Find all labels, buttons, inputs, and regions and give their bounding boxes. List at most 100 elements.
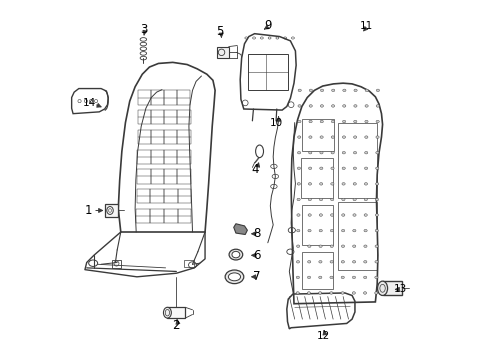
Ellipse shape	[308, 120, 311, 123]
Ellipse shape	[364, 152, 367, 154]
Text: 12: 12	[316, 331, 329, 341]
Ellipse shape	[297, 120, 301, 123]
Ellipse shape	[352, 183, 356, 185]
Ellipse shape	[330, 167, 333, 170]
Ellipse shape	[296, 245, 299, 247]
Ellipse shape	[374, 229, 378, 232]
Ellipse shape	[318, 276, 321, 279]
Ellipse shape	[375, 120, 379, 123]
Text: 11: 11	[359, 21, 372, 31]
Text: 2: 2	[172, 319, 180, 332]
Ellipse shape	[298, 89, 301, 91]
Ellipse shape	[319, 214, 322, 216]
Text: 8: 8	[253, 227, 260, 240]
Polygon shape	[167, 307, 185, 318]
Ellipse shape	[352, 261, 355, 263]
Ellipse shape	[319, 229, 322, 232]
Ellipse shape	[341, 276, 344, 279]
Ellipse shape	[308, 136, 311, 138]
Ellipse shape	[297, 105, 301, 107]
Ellipse shape	[319, 152, 323, 154]
Ellipse shape	[341, 183, 345, 185]
Ellipse shape	[318, 261, 322, 263]
Ellipse shape	[308, 183, 311, 185]
Ellipse shape	[352, 214, 355, 216]
Ellipse shape	[307, 245, 310, 247]
Ellipse shape	[374, 214, 378, 216]
Ellipse shape	[329, 261, 333, 263]
Text: 13: 13	[393, 284, 407, 294]
Ellipse shape	[307, 198, 311, 201]
Ellipse shape	[308, 152, 311, 154]
Ellipse shape	[330, 152, 334, 154]
Ellipse shape	[353, 105, 356, 107]
Text: 9: 9	[264, 19, 271, 32]
Ellipse shape	[375, 198, 378, 201]
Ellipse shape	[374, 261, 377, 263]
Ellipse shape	[352, 276, 355, 279]
Ellipse shape	[330, 198, 333, 201]
Bar	[247, 54, 287, 90]
Ellipse shape	[318, 292, 321, 294]
Ellipse shape	[320, 120, 323, 123]
Ellipse shape	[329, 292, 332, 294]
Ellipse shape	[308, 89, 312, 91]
Ellipse shape	[331, 105, 334, 107]
Ellipse shape	[330, 136, 334, 138]
Ellipse shape	[330, 183, 333, 185]
Ellipse shape	[374, 292, 377, 294]
Ellipse shape	[330, 229, 333, 232]
Ellipse shape	[297, 152, 300, 154]
Ellipse shape	[365, 89, 367, 91]
Ellipse shape	[306, 292, 310, 294]
Ellipse shape	[329, 276, 332, 279]
Ellipse shape	[320, 105, 323, 107]
Ellipse shape	[318, 245, 322, 247]
Ellipse shape	[352, 167, 356, 170]
Ellipse shape	[375, 105, 379, 107]
Ellipse shape	[375, 167, 378, 170]
Ellipse shape	[224, 270, 244, 284]
Text: 10: 10	[270, 118, 283, 128]
Text: 4: 4	[251, 163, 259, 176]
Ellipse shape	[319, 183, 322, 185]
Ellipse shape	[363, 292, 366, 294]
Ellipse shape	[364, 183, 367, 185]
Ellipse shape	[364, 198, 366, 201]
Ellipse shape	[297, 136, 300, 138]
Ellipse shape	[352, 229, 355, 232]
Ellipse shape	[352, 245, 355, 247]
Ellipse shape	[308, 167, 311, 170]
Ellipse shape	[363, 276, 366, 279]
Ellipse shape	[363, 229, 366, 232]
Ellipse shape	[375, 136, 378, 138]
Ellipse shape	[364, 214, 366, 216]
Ellipse shape	[228, 249, 242, 260]
Ellipse shape	[295, 292, 299, 294]
Ellipse shape	[319, 167, 322, 170]
Ellipse shape	[163, 307, 171, 318]
Ellipse shape	[307, 261, 310, 263]
Ellipse shape	[297, 167, 300, 170]
Ellipse shape	[319, 198, 322, 201]
Ellipse shape	[331, 120, 334, 123]
Ellipse shape	[319, 136, 323, 138]
Ellipse shape	[331, 89, 334, 91]
Ellipse shape	[296, 276, 299, 279]
Ellipse shape	[364, 136, 367, 138]
Ellipse shape	[352, 198, 356, 201]
Ellipse shape	[342, 136, 345, 138]
Ellipse shape	[353, 136, 356, 138]
Ellipse shape	[296, 261, 299, 263]
Ellipse shape	[351, 292, 355, 294]
Ellipse shape	[329, 245, 333, 247]
Ellipse shape	[297, 183, 300, 185]
Ellipse shape	[364, 105, 367, 107]
Ellipse shape	[341, 214, 344, 216]
Ellipse shape	[376, 89, 379, 91]
Text: 6: 6	[253, 249, 260, 262]
Text: 7: 7	[253, 270, 260, 283]
Ellipse shape	[353, 120, 356, 123]
Ellipse shape	[307, 229, 310, 232]
Ellipse shape	[363, 245, 366, 247]
